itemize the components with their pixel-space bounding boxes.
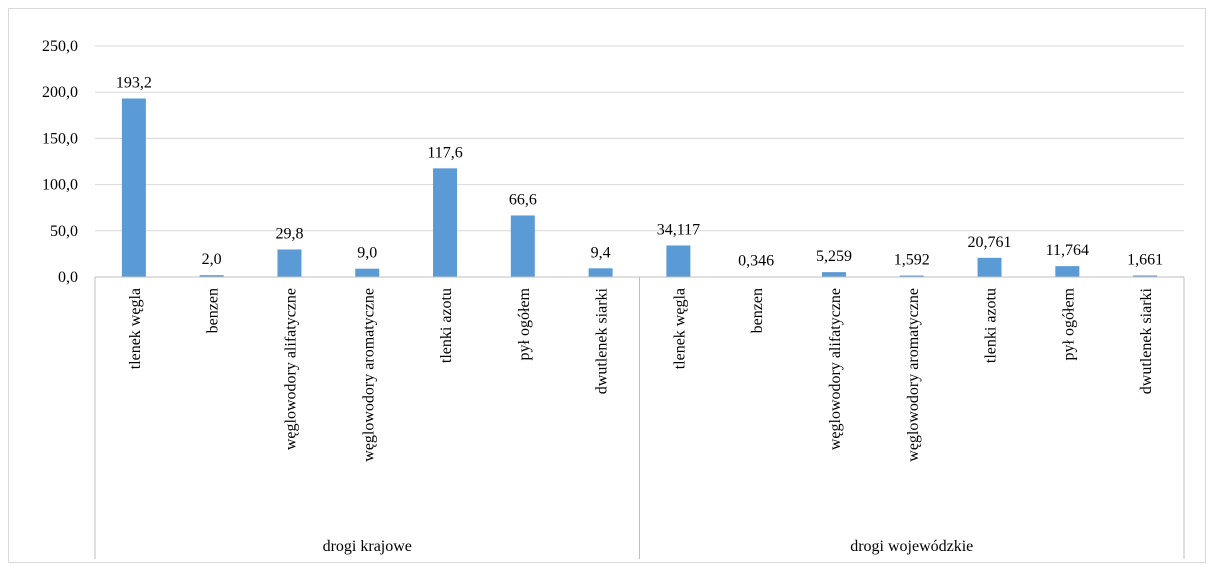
bar [121, 98, 146, 277]
data-label: 5,259 [816, 248, 852, 265]
bar [977, 257, 1002, 277]
data-label: 1,592 [894, 252, 930, 269]
bar [899, 275, 924, 277]
y-tick-label: 200,0 [42, 84, 78, 101]
bar [1055, 266, 1080, 277]
category-axis [94, 276, 1185, 559]
group-labels: drogi krajowe drogi wojewódzkie [323, 538, 974, 555]
bar [1133, 275, 1158, 277]
y-tick-label: 150,0 [42, 130, 78, 147]
chart-frame [8, 8, 1206, 563]
data-label: 193,2 [116, 74, 152, 91]
bar [355, 268, 380, 277]
data-label: 9,0 [357, 245, 377, 262]
category-label: węglowodory aromatyczne [360, 288, 377, 462]
category-label: tlenki azotu [438, 288, 455, 363]
data-label: 117,6 [427, 144, 462, 161]
category-label: pył ogółem [1060, 287, 1077, 360]
category-label: benzen [205, 288, 222, 333]
bar [588, 268, 613, 277]
bar [433, 168, 458, 277]
category-label: dwutlenek siarki [594, 287, 611, 394]
data-label: 29,8 [275, 225, 303, 242]
data-label: 34,117 [657, 221, 700, 238]
group-label: drogi krajowe [323, 538, 412, 555]
category-label: węglowodory alifatyczne [827, 288, 844, 450]
bar [821, 272, 846, 277]
bar [666, 245, 691, 277]
category-labels: tlenek węgla benzen węglowodory alifatyczn… [127, 287, 1155, 461]
data-label: 20,761 [968, 234, 1012, 251]
y-tick-label: 0,0 [58, 269, 78, 286]
y-tick-label: 50,0 [50, 223, 78, 240]
gridlines [95, 45, 1184, 232]
category-label: węglowodory alifatyczne [282, 288, 299, 450]
bar [510, 215, 535, 277]
y-tick-label: 100,0 [42, 177, 78, 194]
category-label: tlenek węgla [127, 288, 144, 369]
category-label: pył ogółem [516, 287, 533, 360]
data-label: 11,764 [1046, 242, 1089, 259]
data-label: 2,0 [202, 251, 222, 268]
data-label: 9,4 [591, 244, 611, 261]
data-labels: 193,2 2,0 29,8 9,0 117,6 66,6 9,4 34,117 0,346 5,… [116, 74, 1163, 269]
y-axis-ticks: 0,0 50,0 100,0 150,0 200,0 250,0 [42, 38, 78, 286]
y-tick-label: 250,0 [42, 38, 78, 55]
bar [199, 275, 224, 277]
data-label: 1,661 [1127, 251, 1163, 268]
data-label: 0,346 [738, 253, 774, 270]
bar [277, 249, 302, 277]
category-label: węglowodory aromatyczne [905, 288, 922, 462]
category-label: dwutlenek siarki [1138, 287, 1155, 394]
group-label: drogi wojewódzkie [850, 538, 973, 555]
category-label: benzen [749, 288, 766, 333]
category-label: tlenki azotu [983, 288, 1000, 363]
category-label: tlenek węgla [671, 288, 688, 369]
data-label: 66,6 [509, 191, 537, 208]
